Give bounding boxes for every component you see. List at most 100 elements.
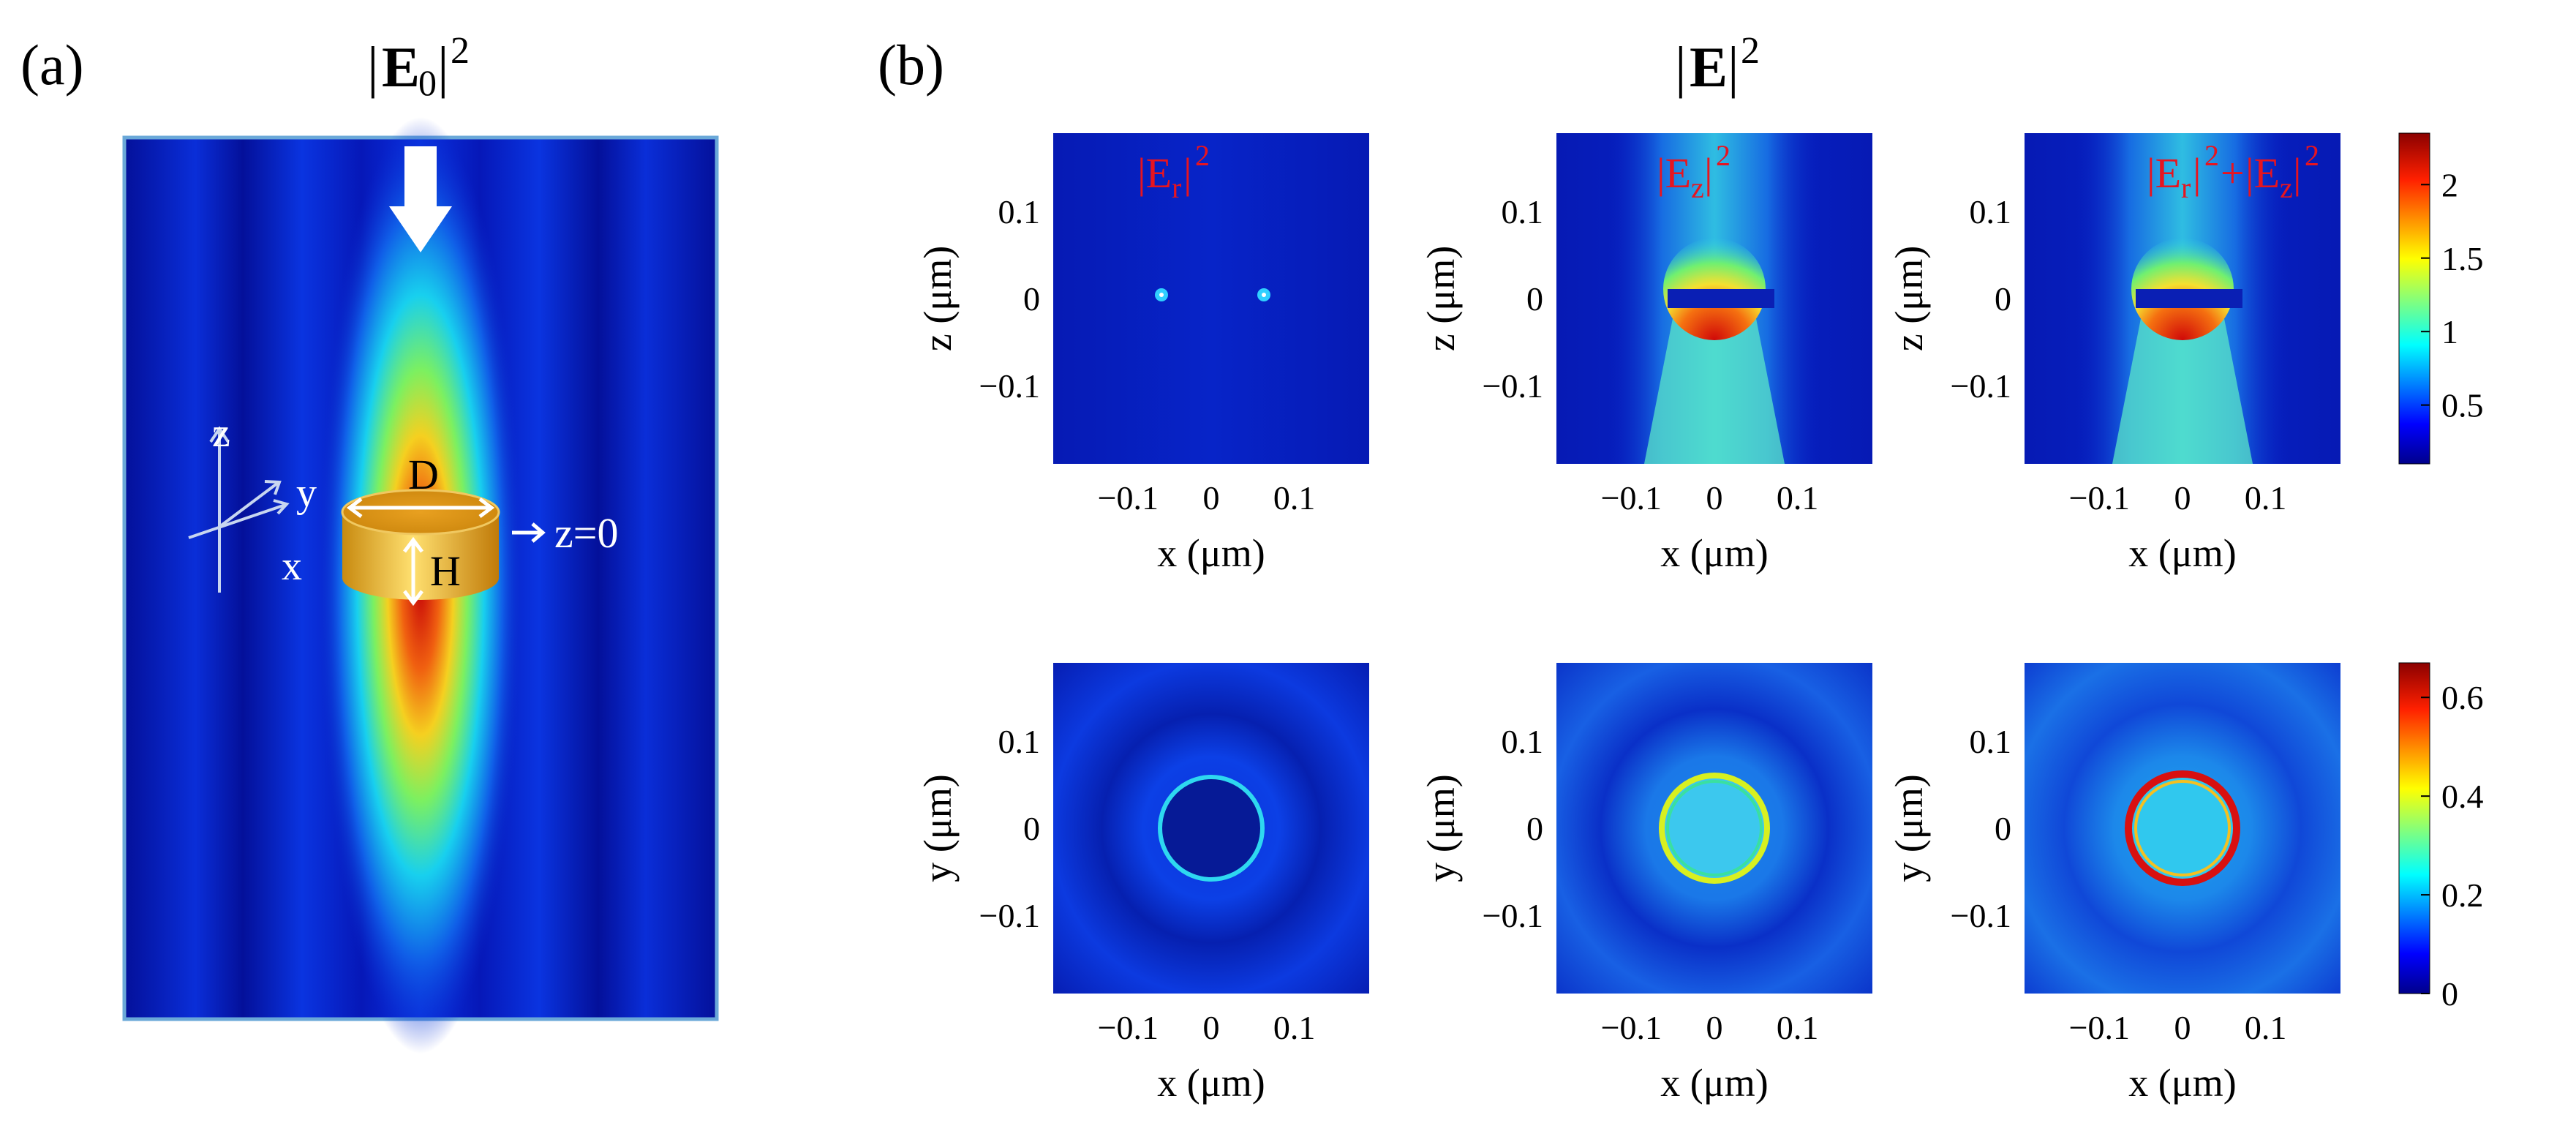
ytick-bottom-0-1: 0	[1023, 810, 1040, 847]
svg-text:2: 2	[1195, 139, 1210, 172]
plane-arrow-icon	[512, 522, 546, 543]
svg-text:2: 2	[1716, 139, 1730, 172]
colorbar-bottom-tick-3: 0	[2441, 975, 2458, 1013]
xtick-top-1-0: −0.1	[1601, 479, 1662, 517]
ylabel-bottom-0: y (μm)	[916, 774, 960, 882]
colorbar-top-tick-2: 1	[2441, 313, 2458, 350]
colorbar-bottom	[2398, 662, 2430, 994]
xtick-top-1-2: 0.1	[1777, 479, 1819, 517]
nanodisk-cylinder-icon	[341, 489, 500, 600]
panel-b-label: (b)	[878, 33, 944, 97]
ylabel-bottom-2: y (μm)	[1887, 774, 1931, 882]
ytick-top-2-0: 0.1	[1970, 193, 2012, 230]
ytick-top-1-0: 0.1	[1502, 193, 1544, 230]
ylabel-top-1: z (μm)	[1419, 246, 1463, 351]
ylabel-top-0: z (μm)	[916, 246, 960, 351]
xtick-top-2-2: 0.1	[2245, 479, 2287, 517]
xlabel-top-2: x (μm)	[2128, 531, 2236, 575]
svg-text:|: |	[2193, 149, 2202, 197]
plot-er-xz	[1053, 133, 1369, 464]
ytick-bottom-2-2: −0.1	[1951, 897, 2011, 934]
axes-triad-icon	[188, 426, 290, 593]
ytick-top-2-2: −0.1	[1951, 367, 2011, 405]
svg-text:2: 2	[451, 30, 470, 72]
panel-b-title: | E | 2	[1675, 30, 1760, 99]
colorbar-bottom-tick-2: 0.2	[2441, 876, 2484, 914]
svg-text:|: |	[437, 35, 449, 99]
ytick-top-0-1: 0	[1023, 280, 1040, 318]
svg-text:r: r	[2181, 171, 2191, 204]
svg-text:|E: |E	[1137, 149, 1172, 197]
height-arrow-icon	[403, 536, 423, 607]
xlabel-bottom-1: x (μm)	[1660, 1061, 1768, 1105]
ytick-top-0-2: −0.1	[979, 367, 1040, 405]
xtick-top-2-1: 0	[2174, 479, 2191, 517]
xlabel-top-1: x (μm)	[1660, 531, 1768, 575]
svg-text:E: E	[382, 35, 420, 99]
svg-text:|: |	[1728, 35, 1739, 99]
svg-text:2: 2	[1741, 30, 1760, 72]
title-sum: |E r | 2 + |E z | 2	[2147, 139, 2319, 204]
xtick-bottom-1-0: −0.1	[1601, 1009, 1662, 1046]
xtick-top-0-2: 0.1	[1273, 479, 1316, 517]
svg-text:z: z	[1691, 171, 1704, 204]
xtick-bottom-0-1: 0	[1203, 1009, 1220, 1046]
panel-a-title: | E 0 | 2	[367, 30, 470, 103]
ytick-top-1-1: 0	[1526, 280, 1543, 318]
plot-ez-xz	[1556, 133, 1872, 464]
plot-ez-xy	[1556, 663, 1872, 994]
xtick-bottom-2-1: 0	[2174, 1009, 2191, 1046]
svg-text:0: 0	[418, 62, 437, 103]
colorbar-bottom-tick-0: 0.6	[2441, 679, 2484, 716]
plot-er-xy	[1053, 663, 1369, 994]
panel-a-field-map: D H z=0 z y x	[122, 117, 719, 1054]
ytick-bottom-2-1: 0	[1995, 810, 2011, 847]
title-er: |E r | 2	[1137, 139, 1210, 204]
plot-sum-xy	[2025, 663, 2340, 994]
colorbar-top-tick-1: 1.5	[2441, 240, 2484, 277]
colorbar-bottom-tick-1: 0.4	[2441, 778, 2484, 815]
svg-text:|: |	[1183, 149, 1192, 197]
diameter-arrow-icon	[346, 497, 495, 518]
xtick-top-2-0: −0.1	[2069, 479, 2130, 517]
ytick-bottom-2-0: 0.1	[1970, 723, 2012, 760]
xtick-bottom-0-0: −0.1	[1098, 1009, 1159, 1046]
ytick-bottom-1-0: 0.1	[1502, 723, 1544, 760]
ytick-bottom-1-1: 0	[1526, 810, 1543, 847]
xtick-bottom-1-1: 0	[1706, 1009, 1723, 1046]
plot-sum-xz	[2025, 133, 2340, 464]
ytick-bottom-0-2: −0.1	[979, 897, 1040, 934]
panel-a-label: (a)	[20, 33, 84, 97]
svg-text:r: r	[1172, 171, 1181, 204]
ylabel-bottom-1: y (μm)	[1419, 774, 1463, 882]
ytick-top-1-2: −0.1	[1483, 367, 1543, 405]
svg-text:|: |	[2293, 149, 2302, 197]
svg-text:|: |	[1704, 149, 1713, 197]
axis-x-label: x	[282, 544, 302, 589]
label-z0: z=0	[554, 509, 618, 557]
xtick-bottom-0-2: 0.1	[1273, 1009, 1316, 1046]
title-ez: |E z | 2	[1657, 139, 1730, 204]
ytick-bottom-0-0: 0.1	[998, 723, 1041, 760]
svg-text:2: 2	[2204, 139, 2219, 172]
xlabel-bottom-0: x (μm)	[1157, 1061, 1265, 1105]
colorbar-top-tick-3: 0.5	[2441, 387, 2484, 424]
colorbar-top	[2398, 132, 2430, 465]
xtick-top-0-1: 0	[1203, 479, 1220, 517]
svg-text:E: E	[1690, 35, 1728, 99]
axis-z-label: z	[212, 410, 230, 456]
axis-y-label: y	[296, 470, 317, 516]
svg-text:|: |	[1675, 35, 1687, 99]
ylabel-top-2: z (μm)	[1887, 246, 1931, 351]
svg-text:|E: |E	[1657, 149, 1691, 197]
svg-text:|: |	[367, 35, 379, 99]
xlabel-bottom-2: x (μm)	[2128, 1061, 2236, 1105]
xtick-bottom-2-2: 0.1	[2245, 1009, 2287, 1046]
label-H: H	[430, 547, 461, 595]
xtick-top-0-0: −0.1	[1098, 479, 1159, 517]
svg-text:z: z	[2280, 171, 2293, 204]
ytick-top-2-1: 0	[1995, 280, 2011, 318]
xtick-top-1-1: 0	[1706, 479, 1723, 517]
svg-text:|E: |E	[2147, 149, 2181, 197]
